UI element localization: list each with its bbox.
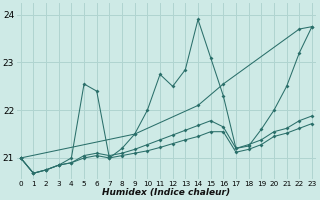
X-axis label: Humidex (Indice chaleur): Humidex (Indice chaleur) xyxy=(102,188,230,197)
